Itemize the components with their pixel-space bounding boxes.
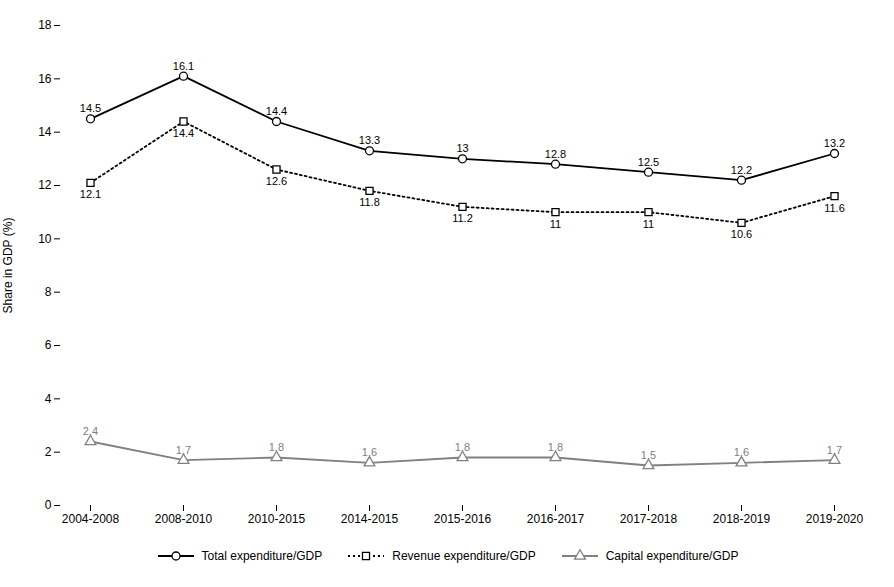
svg-text:2010-2015: 2010-2015: [248, 512, 306, 526]
svg-text:1.5: 1.5: [641, 449, 656, 461]
svg-text:12: 12: [38, 178, 52, 192]
svg-text:12.8: 12.8: [545, 148, 566, 160]
svg-text:4: 4: [45, 392, 52, 406]
svg-text:1.8: 1.8: [269, 441, 284, 453]
svg-text:12.6: 12.6: [266, 175, 287, 187]
svg-text:16.1: 16.1: [173, 60, 194, 72]
svg-text:2018-2019: 2018-2019: [713, 512, 771, 526]
svg-text:2008-2010: 2008-2010: [155, 512, 213, 526]
svg-text:16: 16: [38, 72, 52, 86]
svg-text:11: 11: [643, 218, 654, 230]
svg-text:1.6: 1.6: [362, 446, 377, 458]
svg-text:2.4: 2.4: [83, 425, 98, 437]
svg-text:14: 14: [38, 125, 52, 139]
svg-text:13: 13: [456, 142, 468, 154]
svg-text:11.6: 11.6: [824, 202, 845, 214]
html-text:Revenue expenditure/GDP: Revenue expenditure/GDP: [392, 549, 536, 563]
svg-text:12.2: 12.2: [731, 164, 752, 176]
svg-text:12.1: 12.1: [80, 188, 101, 200]
svg-text:6: 6: [45, 338, 52, 352]
svg-text:2019-2020: 2019-2020: [806, 512, 864, 526]
svg-text:1.8: 1.8: [548, 441, 563, 453]
svg-text:18: 18: [38, 18, 52, 32]
svg-text:14.4: 14.4: [173, 127, 194, 139]
svg-text:2: 2: [45, 445, 52, 459]
svg-text:Share in GDP (%): Share in GDP (%): [1, 218, 15, 314]
svg-text:2017-2018: 2017-2018: [620, 512, 678, 526]
html-text:Capital expenditure/GDP: Capital expenditure/GDP: [605, 549, 739, 563]
svg-text:2015-2016: 2015-2016: [434, 512, 492, 526]
svg-text:8: 8: [45, 285, 52, 299]
svg-text:2004-2008: 2004-2008: [62, 512, 120, 526]
svg-text:12.5: 12.5: [638, 156, 659, 168]
svg-text:13.3: 13.3: [359, 134, 380, 146]
svg-text:11.8: 11.8: [359, 196, 380, 208]
svg-text:10: 10: [38, 232, 52, 246]
svg-text:1.7: 1.7: [827, 444, 842, 456]
svg-text:1.7: 1.7: [176, 444, 191, 456]
svg-text:2016-2017: 2016-2017: [527, 512, 585, 526]
svg-text:14.4: 14.4: [266, 105, 287, 117]
svg-text:11.2: 11.2: [452, 212, 473, 224]
svg-text:1.6: 1.6: [734, 446, 749, 458]
svg-text:11: 11: [550, 218, 561, 230]
svg-text:0: 0: [45, 498, 52, 512]
svg-text:10.6: 10.6: [731, 228, 752, 240]
svg-text:1.8: 1.8: [455, 441, 470, 453]
svg-text:13.2: 13.2: [824, 137, 845, 149]
html-text:Total expenditure/GDP: Total expenditure/GDP: [201, 549, 323, 563]
svg-text:14.5: 14.5: [80, 102, 101, 114]
svg-text:2014-2015: 2014-2015: [341, 512, 399, 526]
